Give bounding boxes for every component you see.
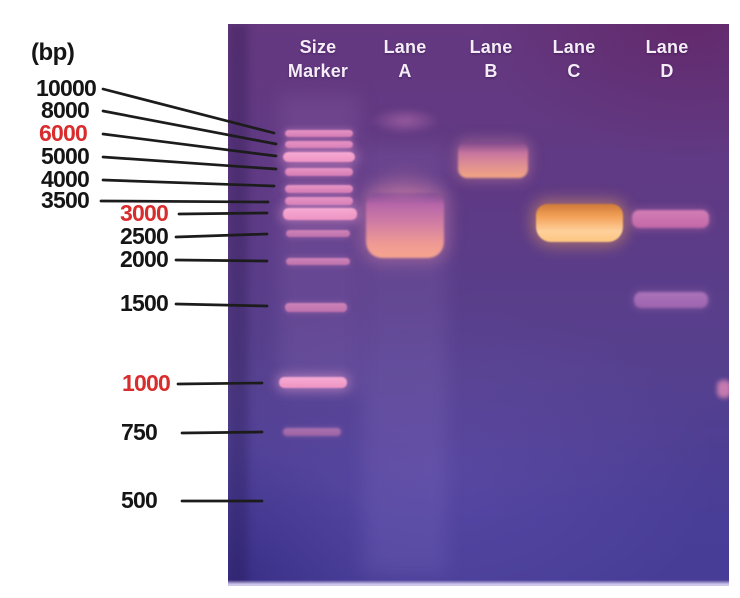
size-marker-label-5000: 5000 <box>41 143 90 170</box>
bp-unit-label: (bp) <box>31 39 75 66</box>
size-marker-label-3500: 3500 <box>41 187 90 214</box>
lane-header-line2: A <box>398 61 412 81</box>
ladder-band-2500 <box>286 230 350 237</box>
lane-header-B: Lane B <box>470 35 513 83</box>
gel-left-shade <box>228 24 248 586</box>
size-marker-label-1000: 1000 <box>122 370 171 397</box>
lane-header-line2: D <box>660 61 674 81</box>
size-marker-label-4000: 4000 <box>41 166 90 193</box>
lane-header-line1: Lane <box>645 37 689 57</box>
ladder-band-1500 <box>285 303 347 312</box>
lane-header-line1: Size <box>299 37 337 57</box>
ladder-band-1000 <box>279 377 347 388</box>
ladder-band-750 <box>283 428 341 436</box>
lane-header-line1: Lane <box>552 37 596 57</box>
lane-header-D: Lane D <box>646 35 689 83</box>
ladder-band-5000 <box>285 168 353 176</box>
ladder-band-6000 <box>283 152 355 162</box>
band-lane-C-main <box>536 204 623 242</box>
band-lane-A-well-smear <box>370 108 440 134</box>
lane-header-line1: Lane <box>469 37 513 57</box>
ladder-band-2000 <box>286 258 350 265</box>
size-marker-label-2000: 2000 <box>120 246 169 273</box>
ladder-band-4000 <box>285 185 353 193</box>
band-lane-B-main <box>458 142 528 178</box>
lane-header-C: Lane C <box>553 35 596 83</box>
lane-header-line2: C <box>567 61 581 81</box>
lane-header-A: Lane A <box>384 35 427 83</box>
band-lane-D-main <box>632 210 709 228</box>
lane-header-line1: Lane <box>383 37 427 57</box>
lane-header-marker: Size Marker <box>288 35 348 83</box>
lane-header-line2: B <box>484 61 498 81</box>
size-marker-label-2500: 2500 <box>120 223 169 250</box>
band-lane-D-secondary <box>634 292 708 308</box>
size-marker-label-6000: 6000 <box>39 120 88 147</box>
size-marker-label-3000: 3000 <box>120 200 169 227</box>
gel-image: Size Marker Lane A Lane B Lane C Lane D <box>228 24 729 586</box>
marker-lane-streak <box>278 94 360 394</box>
band-lane-A-main <box>366 193 444 258</box>
ladder-band-8000 <box>285 141 353 148</box>
size-marker-label-8000: 8000 <box>41 97 90 124</box>
ladder-band-3500 <box>285 197 353 205</box>
size-marker-label-750: 750 <box>121 419 158 446</box>
size-marker-label-500: 500 <box>121 487 158 514</box>
size-marker-label-10000: 10000 <box>36 75 97 102</box>
size-marker-label-1500: 1500 <box>120 290 169 317</box>
ladder-band-3000 <box>283 208 357 220</box>
ladder-band-10000 <box>285 130 353 137</box>
gel-bottom-edge <box>228 580 729 586</box>
lane-header-line2: Marker <box>287 61 349 81</box>
band-lane-D-edge-spot <box>717 380 729 398</box>
